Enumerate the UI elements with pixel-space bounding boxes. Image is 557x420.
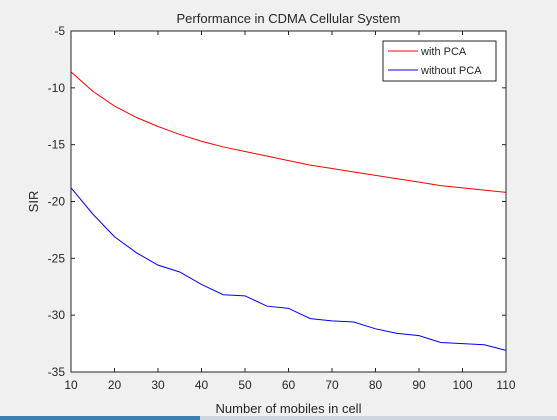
x-axis-ticks: 10 20 30 40 50 60 70 80 90 100 110 [64, 31, 516, 392]
x-axis-label: Number of mobiles in cell [216, 401, 362, 416]
x-tick-label: 60 [282, 378, 296, 392]
plot-area [71, 31, 506, 372]
y-tick-label: -20 [48, 195, 66, 209]
legend: with PCA without PCA [382, 40, 497, 82]
series-line-without-pca [70, 187, 507, 351]
window-bottom-accent [0, 416, 200, 420]
chart-title: Performance in CDMA Cellular System [177, 11, 401, 26]
series-line-with-pca [70, 71, 507, 193]
x-tick-label: 90 [412, 378, 426, 392]
x-tick-label: 20 [108, 378, 122, 392]
window-bottom-strip [0, 416, 557, 420]
legend-label-without-pca: without PCA [420, 65, 482, 77]
y-tick-label: -10 [48, 81, 66, 95]
y-tick-label: -5 [54, 24, 65, 38]
y-axis-label: SIR [26, 191, 41, 213]
x-tick-label: 10 [64, 378, 78, 392]
x-tick-label: 70 [325, 378, 339, 392]
y-tick-label: -25 [48, 251, 66, 265]
legend-box [382, 40, 497, 82]
y-tick-label: -15 [48, 138, 66, 152]
x-tick-label: 100 [452, 378, 472, 392]
x-tick-label: 50 [238, 378, 252, 392]
x-tick-label: 80 [369, 378, 383, 392]
x-tick-label: 110 [496, 378, 515, 392]
y-tick-label: -30 [48, 308, 66, 322]
y-axis-ticks: -5 -10 -15 -20 -25 -30 -35 [48, 24, 506, 379]
x-tick-label: 30 [151, 378, 165, 392]
y-tick-label: -35 [48, 365, 66, 379]
series-lines [70, 71, 507, 351]
x-tick-label: 40 [195, 378, 209, 392]
legend-label-with-pca: with PCA [420, 46, 467, 58]
